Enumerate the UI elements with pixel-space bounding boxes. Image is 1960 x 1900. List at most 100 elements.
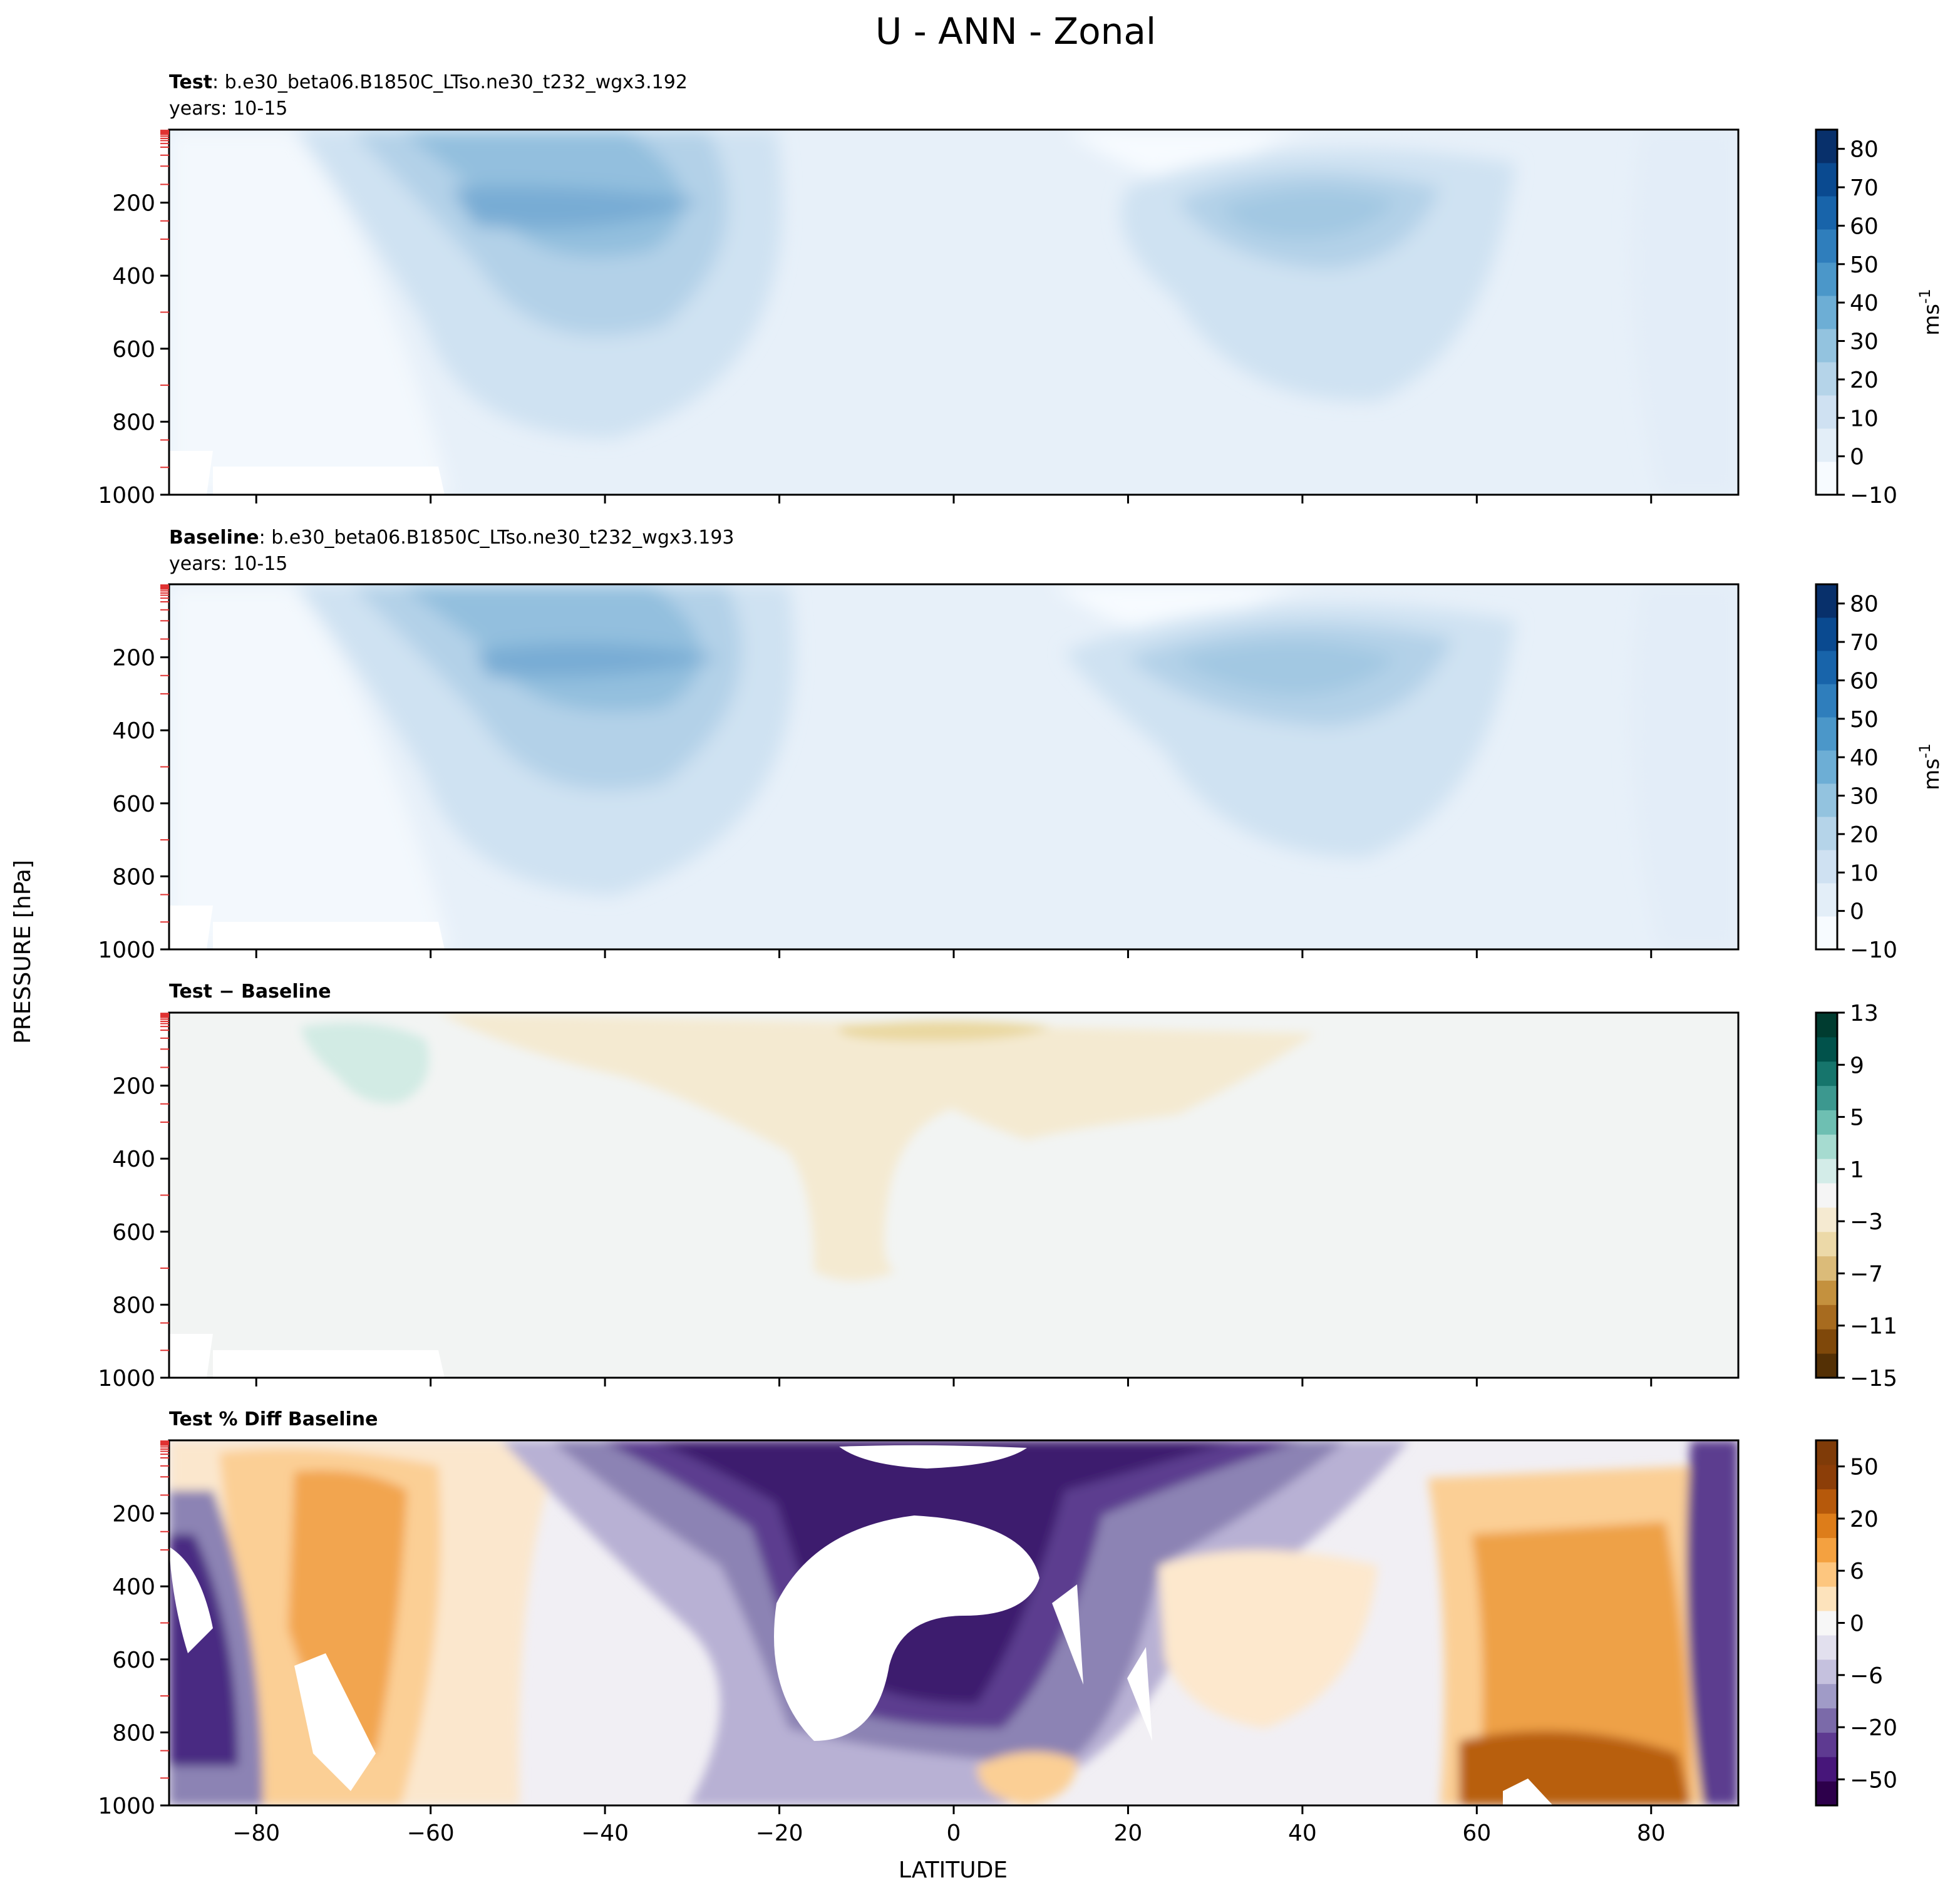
colorbar-tick-label: −3 xyxy=(1850,1209,1883,1235)
y-tick-label: 600 xyxy=(112,337,155,363)
panel-test-subtitle: years: 10-15 xyxy=(169,98,287,120)
x-tick-label: −20 xyxy=(756,1820,803,1846)
colorbar-segment xyxy=(1816,1329,1837,1354)
y-tick-label: 200 xyxy=(112,191,155,217)
y-tick-label: 800 xyxy=(112,864,155,890)
y-tick-label: 1000 xyxy=(98,1794,155,1819)
colorbar-segment xyxy=(1816,1304,1837,1329)
panel-test-field xyxy=(169,130,1738,495)
colorbar-tick-label: 20 xyxy=(1850,822,1879,848)
shared-x-label: LATITUDE xyxy=(899,1857,1008,1883)
colorbar-tick-label: 10 xyxy=(1850,860,1879,886)
colorbar-tick-label: 70 xyxy=(1850,630,1879,656)
colorbar-segment xyxy=(1816,617,1837,651)
y-tick-label: 400 xyxy=(112,718,155,744)
colorbar-tick-label: 50 xyxy=(1850,252,1879,278)
panel-test-x-axis xyxy=(255,495,1653,503)
colorbar-segment xyxy=(1816,883,1837,917)
figure-title: U - ANN - Zonal xyxy=(875,10,1156,53)
colorbar-segment xyxy=(1816,362,1837,396)
panel-diff-title: Test − Baseline xyxy=(169,981,331,1003)
colorbar-segment xyxy=(1816,1231,1837,1257)
x-tick-label: 60 xyxy=(1462,1820,1491,1846)
y-tick-label: 600 xyxy=(112,1220,155,1246)
colorbar-segment xyxy=(1816,817,1837,850)
colorbar-segment xyxy=(1816,717,1837,751)
colorbar-segment xyxy=(1816,1659,1837,1685)
colorbar-segment xyxy=(1816,462,1837,495)
colorbar-tick-label: 60 xyxy=(1850,214,1879,239)
y-tick-label: 800 xyxy=(112,1720,155,1746)
panel-pctdiff-y-axis: 200 400 600 800 1000 xyxy=(98,1440,169,1819)
colorbar-segment xyxy=(1816,1134,1837,1159)
panel-pctdiff-title: Test % Diff Baseline xyxy=(169,1408,378,1430)
shared-y-label: PRESSURE [hPa] xyxy=(10,860,36,1044)
colorbar-segment xyxy=(1816,395,1837,429)
colorbar-segment xyxy=(1816,916,1837,950)
colorbar-tick-label: 80 xyxy=(1850,592,1879,617)
x-tick-label: 40 xyxy=(1288,1820,1317,1846)
colorbar-tick-label: 50 xyxy=(1850,707,1879,733)
colorbar-segment xyxy=(1816,1732,1837,1757)
y-tick-label: 200 xyxy=(112,1074,155,1100)
colorbar-segment xyxy=(1816,1085,1837,1110)
colorbar-segment xyxy=(1816,1061,1837,1087)
panel-pctdiff: Test % Diff Baseline xyxy=(98,1408,1897,1846)
panel-diff-colorbar: −15 −11 −7 −3 1 5 9 13 xyxy=(1815,1001,1897,1391)
colorbar-segment xyxy=(1816,1464,1837,1490)
panel-test-y-axis: 200 400 600 800 1000 xyxy=(98,130,169,509)
colorbar-tick-label: 20 xyxy=(1850,1507,1879,1532)
colorbar-segment xyxy=(1816,1353,1837,1378)
panel-baseline-colorbar: −10 0 10 20 30 40 50 60 70 80 ms-1 xyxy=(1815,583,1944,963)
colorbar-segment xyxy=(1816,1036,1837,1062)
colorbar-tick-label: 5 xyxy=(1850,1105,1864,1131)
colorbar-segment xyxy=(1816,296,1837,329)
y-tick-label: 600 xyxy=(112,792,155,817)
panel-baseline-y-axis: 200 400 600 800 1000 xyxy=(98,584,169,963)
colorbar-tick-label: 60 xyxy=(1850,668,1879,694)
colorbar-segment xyxy=(1816,428,1837,462)
colorbar-tick-label: 0 xyxy=(1850,1611,1864,1637)
colorbar-tick-label: 10 xyxy=(1850,406,1879,431)
x-tick-label: −40 xyxy=(581,1820,629,1846)
colorbar-segment xyxy=(1816,1013,1837,1038)
colorbar-segment xyxy=(1816,1562,1837,1587)
colorbar-segment xyxy=(1816,1586,1837,1611)
panel-diff-x-axis xyxy=(255,1378,1653,1386)
y-tick-label: 200 xyxy=(112,646,155,671)
colorbar-segment xyxy=(1816,1757,1837,1782)
colorbar-segment xyxy=(1816,163,1837,197)
colorbar-segment xyxy=(1816,1781,1837,1806)
y-tick-label: 800 xyxy=(112,410,155,435)
panel-baseline-field xyxy=(169,584,1738,949)
colorbar-tick-label: −6 xyxy=(1850,1663,1883,1689)
colorbar-frame xyxy=(1815,128,1839,496)
colorbar-tick-label: 6 xyxy=(1850,1559,1864,1584)
colorbar-segment xyxy=(1816,1440,1837,1465)
y-tick-label: 800 xyxy=(112,1293,155,1318)
colorbar-segment xyxy=(1816,1280,1837,1305)
y-tick-label: 400 xyxy=(112,264,155,289)
colorbar-segment xyxy=(1816,1159,1837,1184)
colorbar-segment xyxy=(1816,1207,1837,1232)
colorbar-tick-label: 30 xyxy=(1850,329,1879,355)
panel-test-colorbar: −10 0 10 20 30 40 50 60 70 80 ms-1 xyxy=(1815,128,1944,509)
colorbar-segment xyxy=(1816,196,1837,230)
colorbar-tick-label: −15 xyxy=(1850,1366,1897,1391)
colorbar-tick-label: 30 xyxy=(1850,784,1879,810)
colorbar-segment xyxy=(1816,783,1837,817)
colorbar-tick-label: −50 xyxy=(1850,1767,1897,1793)
y-tick-label: 1000 xyxy=(98,1366,155,1391)
colorbar-segment xyxy=(1816,1611,1837,1636)
colorbar-tick-label: −11 xyxy=(1850,1314,1897,1340)
colorbar-segment xyxy=(1816,1634,1837,1660)
colorbar-tick-label: −20 xyxy=(1850,1715,1897,1741)
colorbar-tick-label: −7 xyxy=(1850,1261,1883,1287)
colorbar-segment xyxy=(1816,329,1837,363)
colorbar-segment xyxy=(1816,1256,1837,1281)
panel-baseline-subtitle: years: 10-15 xyxy=(169,553,287,575)
colorbar-tick-label: 40 xyxy=(1850,745,1879,771)
colorbar-segment xyxy=(1816,1183,1837,1208)
x-tick-label: −60 xyxy=(407,1820,455,1846)
